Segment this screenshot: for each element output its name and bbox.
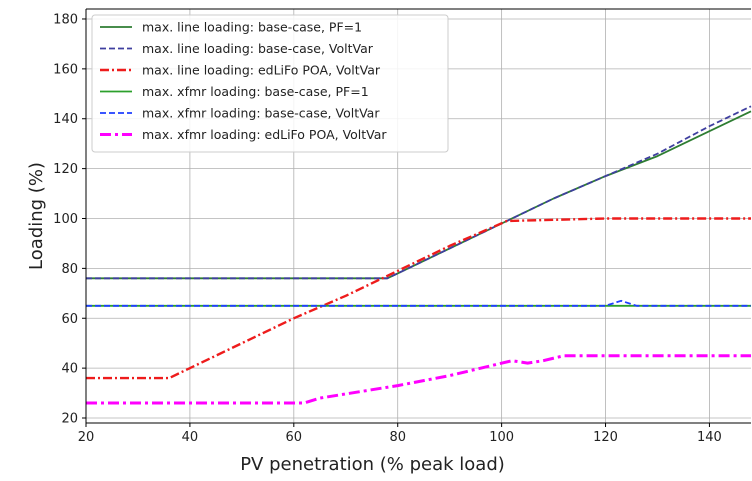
x-axis-label: PV penetration (% peak load) bbox=[240, 454, 505, 475]
y-tick-label: 60 bbox=[61, 312, 78, 327]
series-line-5 bbox=[86, 299, 751, 307]
y-tick-label: 140 bbox=[53, 112, 78, 127]
legend-box bbox=[91, 14, 449, 153]
legend-label: max. xfmr loading: base-case, PF=1 bbox=[142, 84, 369, 99]
y-tick-label: 160 bbox=[53, 62, 78, 77]
series-line-3 bbox=[86, 217, 751, 380]
legend-label: max. line loading: base-case, PF=1 bbox=[142, 20, 362, 35]
series-line-2 bbox=[86, 105, 752, 280]
axes bbox=[85, 8, 751, 424]
legend-label: max. line loading: edLiFo POA, VoltVar bbox=[142, 63, 381, 78]
y-tick-label: 20 bbox=[61, 412, 78, 427]
y-tick-label: 80 bbox=[61, 262, 78, 277]
series-line-6 bbox=[86, 354, 751, 405]
y-axis-label: Loading (%) bbox=[26, 162, 47, 270]
series-lines bbox=[86, 105, 752, 405]
legend: max. line loading: base-case, PF=1 max. l… bbox=[91, 14, 449, 153]
tick-labels: 20 40 60 80 100 120 140 20 40 60 80 100 120 140 160 180 bbox=[53, 12, 722, 445]
x-tick-label: 120 bbox=[593, 430, 618, 445]
y-tick-label: 40 bbox=[61, 362, 78, 377]
x-tick-label: 20 bbox=[78, 430, 95, 445]
legend-label: max. line loading: base-case, VoltVar bbox=[142, 41, 374, 56]
legend-label: max. xfmr loading: edLiFo POA, VoltVar bbox=[142, 127, 387, 142]
x-tick-label: 80 bbox=[389, 430, 406, 445]
y-tick-label: 120 bbox=[53, 162, 78, 177]
x-tick-label: 140 bbox=[697, 430, 722, 445]
x-tick-label: 40 bbox=[182, 430, 199, 445]
legend-label: max. xfmr loading: base-case, VoltVar bbox=[142, 106, 380, 121]
y-tick-label: 180 bbox=[53, 12, 78, 27]
y-tick-label: 100 bbox=[53, 212, 78, 227]
x-tick-label: 60 bbox=[286, 430, 303, 445]
x-tick-label: 100 bbox=[489, 430, 514, 445]
